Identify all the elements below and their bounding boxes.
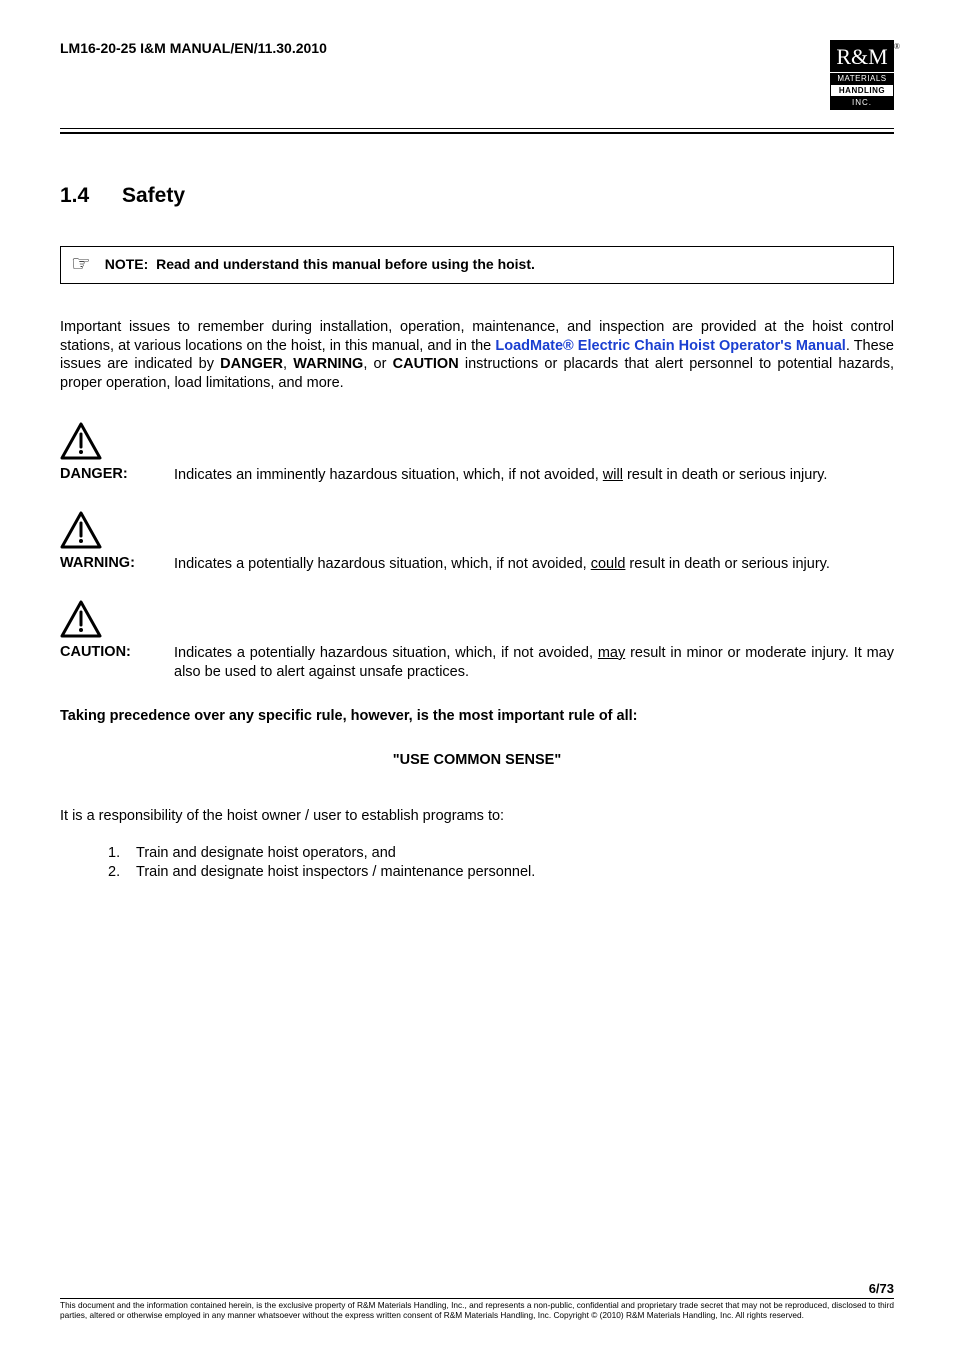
hazard-block-warning: WARNING: Indicates a potentially hazardo… <box>60 511 894 574</box>
warning-desc-pre: Indicates a potentially hazardous situat… <box>174 556 591 572</box>
warning-triangle-icon <box>60 511 102 549</box>
list-item: 2. Train and designate hoist inspectors … <box>108 863 894 883</box>
danger-desc-post: result in death or serious injury. <box>623 467 827 483</box>
warning-description: Indicates a potentially hazardous situat… <box>174 555 894 574</box>
responsibility-statement: It is a responsibility of the hoist owne… <box>60 808 894 824</box>
footer-legal-text: This document and the information contai… <box>60 1301 894 1321</box>
danger-description: Indicates an imminently hazardous situat… <box>174 466 894 485</box>
logo-text-materials: MATERIALS <box>830 72 894 84</box>
list-item-number: 2. <box>108 863 136 883</box>
note-callout-box: ☞ NOTE: Read and understand this manual … <box>60 246 894 284</box>
warning-triangle-icon <box>60 422 102 460</box>
header-rule-thin <box>60 128 894 129</box>
list-item-text: Train and designate hoist inspectors / m… <box>136 863 535 883</box>
intro-kw-warning: WARNING <box>293 356 363 372</box>
warning-triangle-icon <box>60 600 102 638</box>
header-rule-thick <box>60 132 894 134</box>
footer-rule <box>60 1298 894 1299</box>
list-item-text: Train and designate hoist operators, and <box>136 844 396 864</box>
list-item: 1. Train and designate hoist operators, … <box>108 844 894 864</box>
hazard-block-danger: DANGER: Indicates an imminently hazardou… <box>60 422 894 485</box>
logo-text-top: R&M <box>836 44 887 69</box>
operators-manual-link[interactable]: LoadMate® Electric Chain Hoist Operator'… <box>495 338 845 354</box>
note-body: Read and understand this manual before u… <box>156 256 535 272</box>
list-item-number: 1. <box>108 844 136 864</box>
intro-paragraph: Important issues to remember during inst… <box>60 318 894 392</box>
warning-desc-post: result in death or serious injury. <box>625 556 829 572</box>
caution-desc-underline: may <box>598 645 625 661</box>
brand-logo: R&M ® MATERIALS HANDLING INC. <box>830 40 894 124</box>
intro-sep2: , or <box>363 356 392 372</box>
danger-desc-underline: will <box>603 467 623 483</box>
warning-desc-underline: could <box>591 556 626 572</box>
intro-sep1: , <box>283 356 293 372</box>
logo-text-handling: HANDLING <box>830 84 894 97</box>
precedence-statement: Taking precedence over any specific rule… <box>60 708 894 724</box>
note-label: NOTE: <box>105 256 149 272</box>
caution-description: Indicates a potentially hazardous situat… <box>174 644 894 682</box>
pointing-hand-icon: ☞ <box>71 253 91 275</box>
danger-desc-pre: Indicates an imminently hazardous situat… <box>174 467 603 483</box>
caution-label: CAUTION: <box>60 644 174 660</box>
section-heading: 1.4Safety <box>60 184 894 208</box>
hazard-block-caution: CAUTION: Indicates a potentially hazardo… <box>60 600 894 682</box>
page-footer: 6/73 This document and the information c… <box>60 1281 894 1321</box>
common-sense-heading: "USE COMMON SENSE" <box>60 752 894 768</box>
intro-kw-danger: DANGER <box>220 356 283 372</box>
section-title-text: Safety <box>122 184 185 207</box>
caution-desc-pre: Indicates a potentially hazardous situat… <box>174 645 598 661</box>
note-text: NOTE: Read and understand this manual be… <box>105 256 535 272</box>
document-header-title: LM16-20-25 I&M MANUAL/EN/11.30.2010 <box>60 40 327 56</box>
intro-kw-caution: CAUTION <box>393 356 459 372</box>
logo-text-inc: INC. <box>830 97 894 110</box>
warning-label: WARNING: <box>60 555 174 571</box>
page-number: 6/73 <box>60 1281 894 1296</box>
logo-registered-mark: ® <box>894 42 900 51</box>
responsibility-list: 1. Train and designate hoist operators, … <box>108 844 894 883</box>
section-number: 1.4 <box>60 184 122 208</box>
danger-label: DANGER: <box>60 466 174 482</box>
